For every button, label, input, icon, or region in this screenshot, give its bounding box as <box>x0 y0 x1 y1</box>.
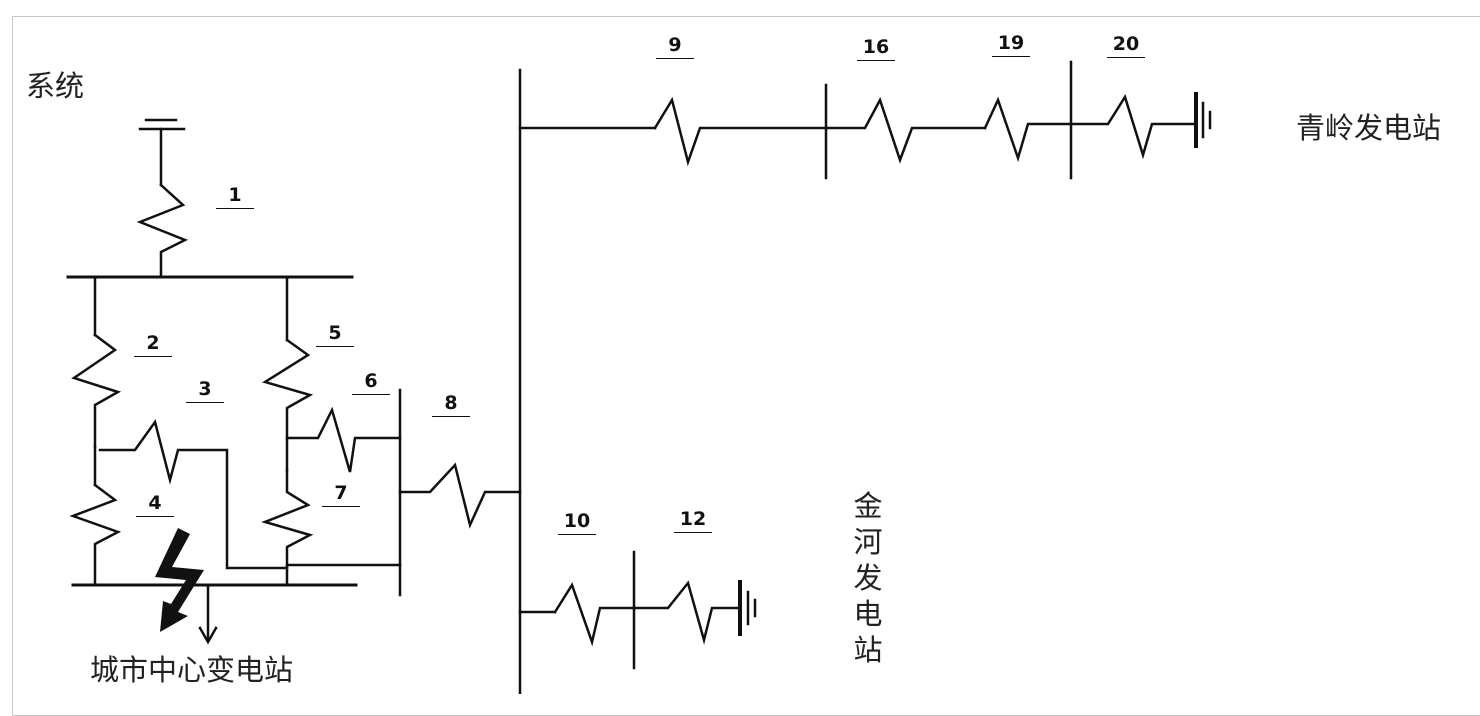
label-6: 6 <box>348 372 394 395</box>
label-7: 7 <box>318 484 364 507</box>
fault-lightning-icon <box>155 528 204 632</box>
power-system-diagram <box>66 60 1212 694</box>
impedance-2 <box>71 333 122 449</box>
label-3: 3 <box>182 380 228 403</box>
system-source-icon <box>138 118 186 187</box>
ground-jinhe-icon <box>738 580 757 636</box>
label-19: 19 <box>988 34 1034 57</box>
label-4: 4 <box>132 494 178 517</box>
impedance-10 <box>553 582 636 647</box>
impedance-6 <box>285 406 402 473</box>
label-1: 1 <box>212 186 258 209</box>
impedance-3 <box>98 419 289 570</box>
label-10: 10 <box>554 512 600 535</box>
label-9: 9 <box>652 36 698 59</box>
impedance-12 <box>632 580 740 645</box>
impedance-4 <box>69 483 122 587</box>
label-8: 8 <box>428 394 474 417</box>
label-20: 20 <box>1103 35 1149 58</box>
label-city-substation: 城市中心变电站 <box>90 653 294 687</box>
impedance-20 <box>1069 94 1197 160</box>
impedance-5 <box>261 338 314 472</box>
impedance-9 <box>653 96 827 167</box>
impedance-7 <box>261 468 314 587</box>
label-qingling-station: 青岭发电站 <box>1296 111 1442 145</box>
label-16: 16 <box>853 38 899 61</box>
load-arrow-icon <box>198 583 218 645</box>
label-12: 12 <box>670 510 716 533</box>
ground-qingling-icon <box>1194 92 1212 148</box>
impedance-8 <box>398 462 522 529</box>
label-jinhe-station: 金河发电站 <box>853 489 883 667</box>
label-system: 系统 <box>26 69 85 103</box>
impedance-16 <box>824 96 987 164</box>
label-5: 5 <box>312 324 358 347</box>
impedance-1 <box>136 183 189 279</box>
impedance-19 <box>983 96 1072 163</box>
label-2: 2 <box>130 334 176 357</box>
